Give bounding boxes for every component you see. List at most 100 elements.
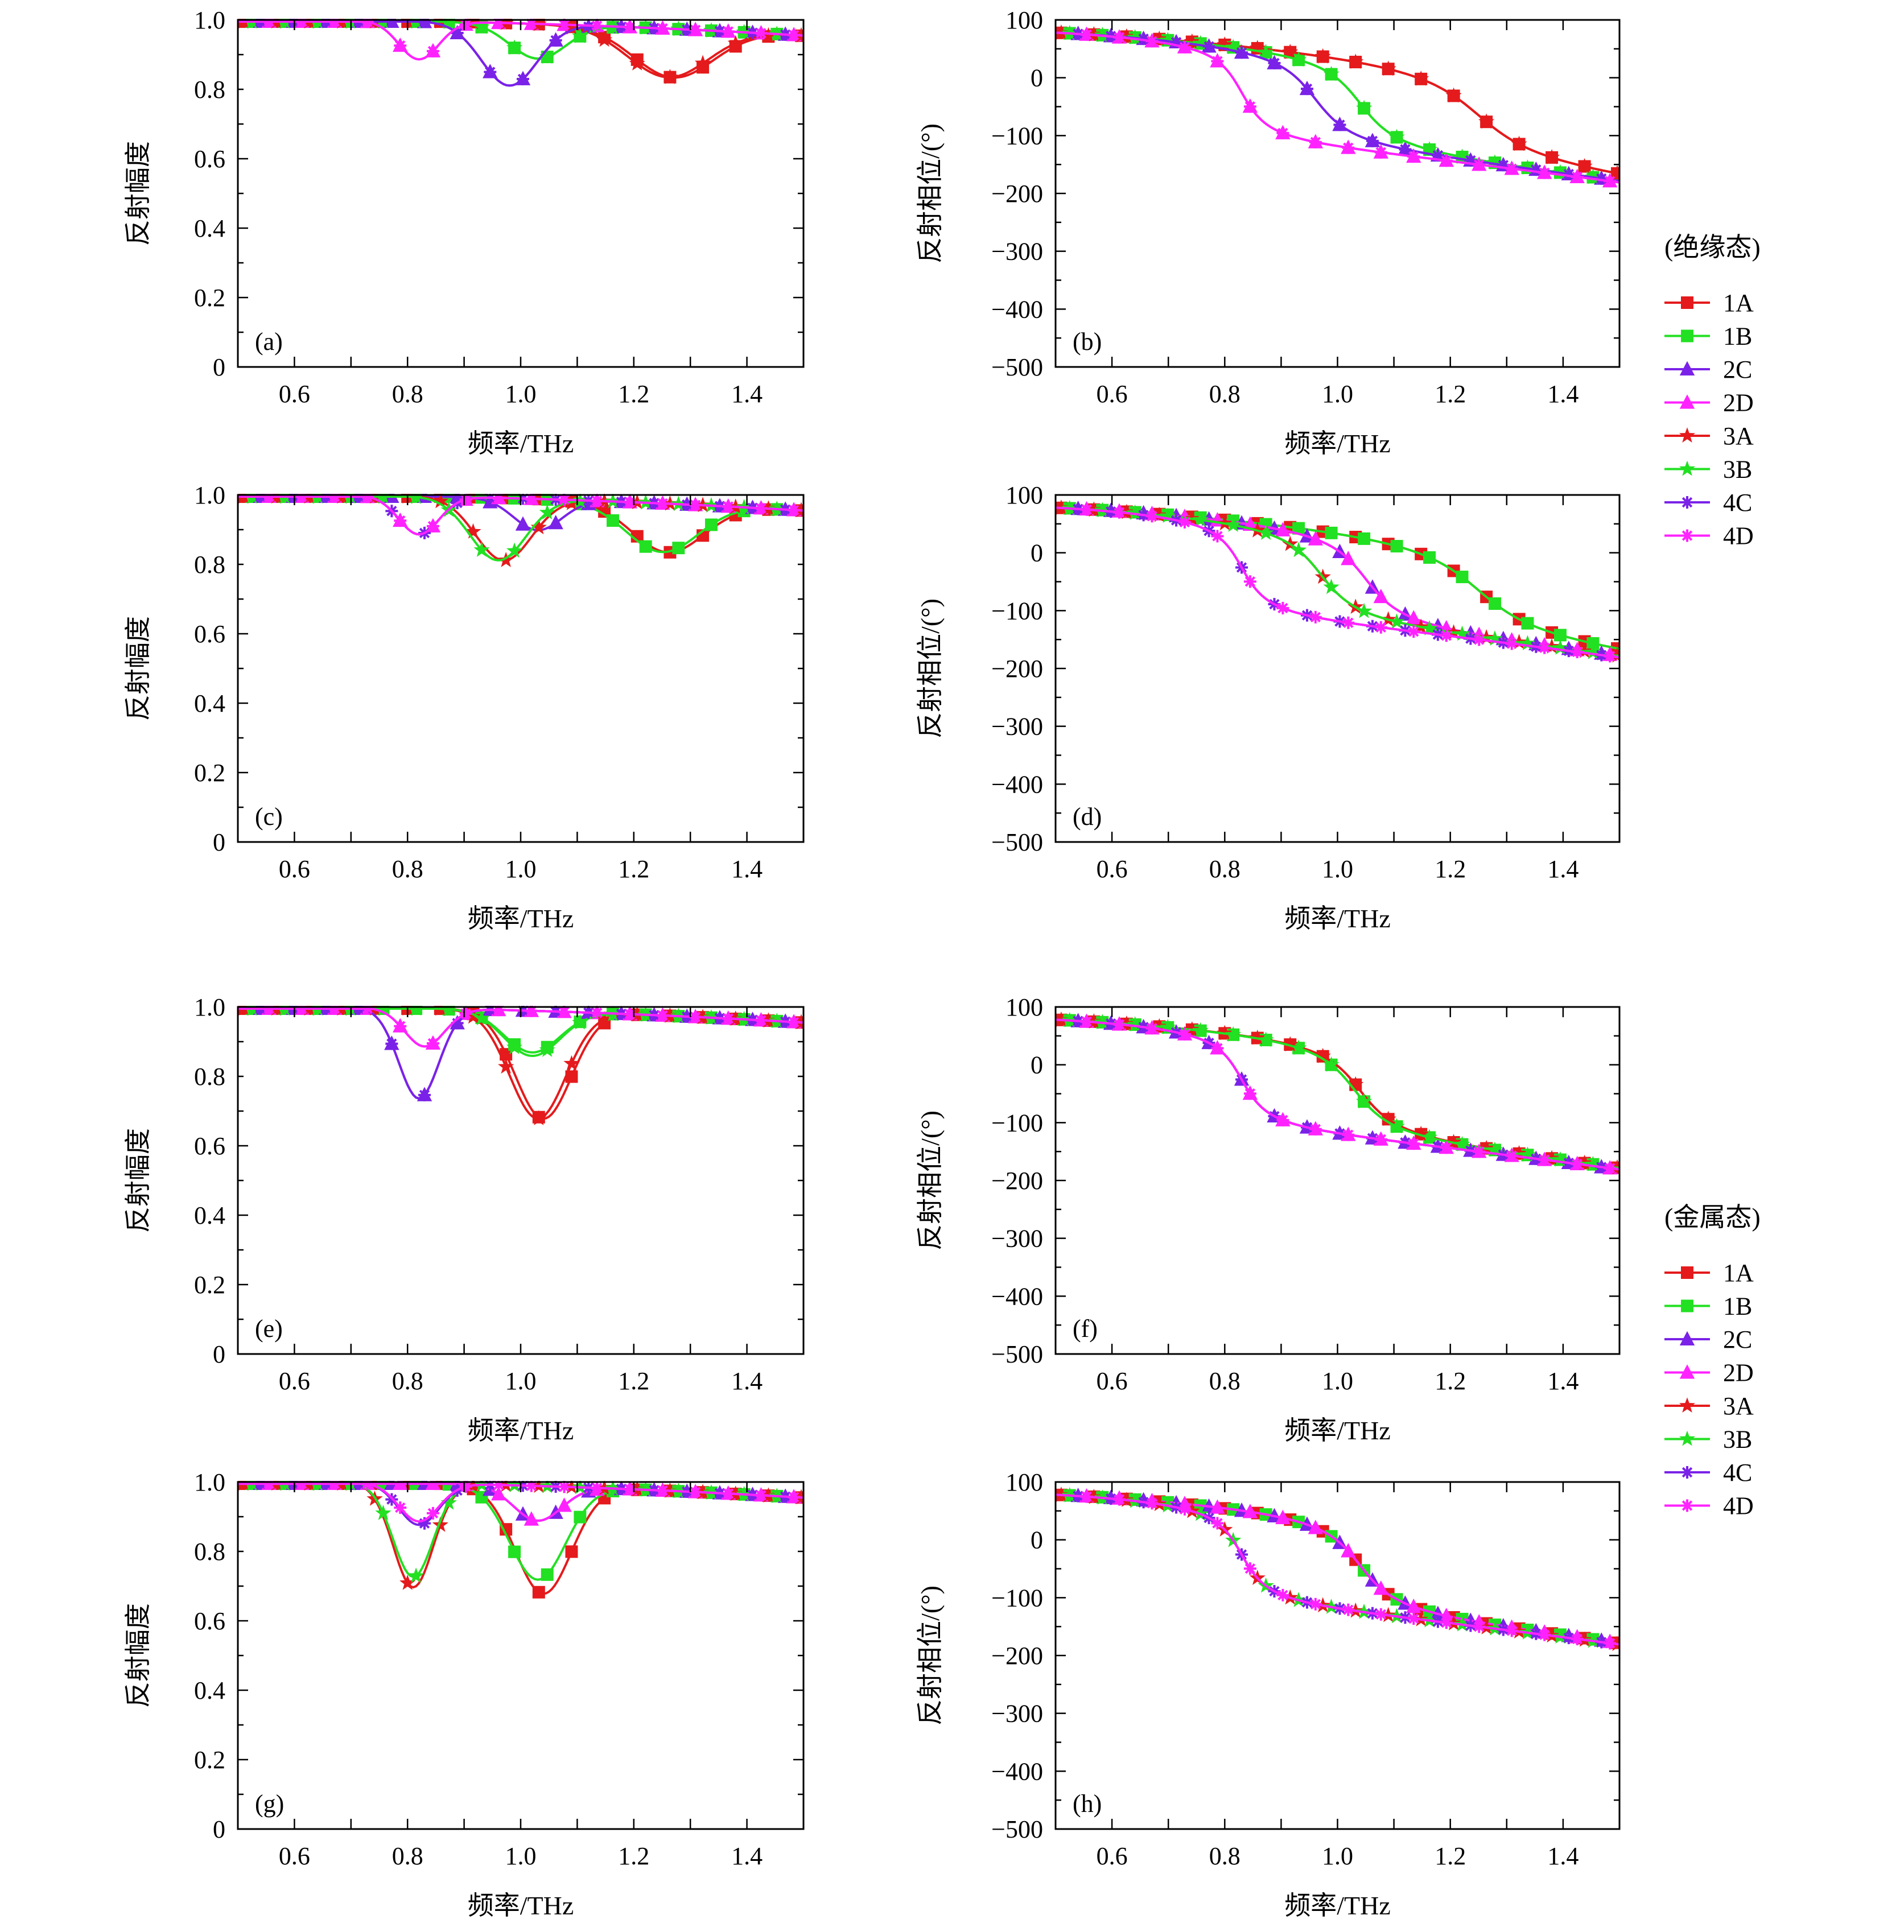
data-point-3B (1454, 148, 1470, 164)
data-point-4D (1374, 621, 1387, 634)
legend-title: (金属态) (1664, 1203, 1761, 1232)
data-point-4D (1571, 1632, 1584, 1645)
legend-label: 4D (1723, 522, 1754, 550)
series-line-2C (1056, 1018, 1619, 1171)
data-point-3A (1511, 135, 1527, 151)
data-point-4D (394, 39, 407, 52)
y-tick-label: 0.2 (194, 284, 225, 312)
x-tick-label: 1.2 (618, 855, 649, 883)
data-point-4D (1112, 1493, 1126, 1506)
data-point-4D (1178, 40, 1191, 53)
legend-marker (1679, 427, 1696, 443)
data-point-3A (498, 1058, 514, 1074)
data-point-1B (541, 1568, 554, 1581)
data-point-2D (1308, 531, 1324, 546)
legend-marker (1681, 329, 1693, 342)
chart-panel-d: 0.6 0.8 1.0 1.2 1.4 −500 −400 −300 −200 −100 0 100 频… (916, 481, 1621, 933)
data-point-4D (1473, 1145, 1486, 1158)
series-line-3A (1056, 1493, 1619, 1646)
data-point-4D (1276, 601, 1289, 614)
plot-frame (237, 494, 805, 843)
y-tick-label: −500 (991, 353, 1043, 381)
series-line-1A (1056, 31, 1619, 175)
data-point-3B (1388, 1118, 1405, 1134)
data-point-1B (1292, 522, 1305, 535)
x-tick-label: 1.2 (1435, 380, 1466, 408)
series-group (1056, 1011, 1619, 1175)
series-line-2D (1056, 1018, 1619, 1171)
data-point-4D (1080, 1015, 1093, 1028)
data-point-3A (596, 1011, 613, 1026)
series-line-1B (1056, 1018, 1619, 1170)
y-tick-label: 1.0 (194, 481, 225, 509)
data-point-4D (295, 494, 308, 503)
y-axis-label: 反射幅度 (123, 141, 153, 246)
data-point-3B (473, 542, 490, 557)
data-point-3B (440, 1006, 457, 1017)
legend-entry-4D: 4D (1664, 522, 1754, 550)
data-point-3A (563, 19, 580, 35)
data-point-3B (506, 1039, 523, 1055)
y-axis-label: 反射幅度 (123, 616, 153, 721)
series-line-4D (1056, 1018, 1619, 1171)
y-axis-label: 反射相位/(°) (916, 123, 945, 263)
y-tick-label: 0.8 (194, 1538, 225, 1566)
data-point-1B (639, 540, 652, 553)
data-point-4D (656, 1009, 669, 1022)
legend-entry-3A: 3A (1664, 422, 1754, 450)
series-line-1A (1056, 1493, 1619, 1645)
y-tick-label: −500 (991, 1340, 1043, 1368)
data-point-3B (1519, 159, 1536, 175)
legend-entry-1B: 1B (1664, 1293, 1752, 1320)
y-axis-label: 反射相位/(°) (916, 1111, 945, 1250)
x-tick-label: 1.4 (731, 1842, 763, 1870)
x-axis-label: 频率/THz (1284, 1891, 1391, 1920)
data-point-3A (1314, 48, 1331, 64)
data-point-3A (629, 55, 645, 71)
data-point-4D (1080, 503, 1093, 516)
data-point-4D (755, 1014, 768, 1027)
x-tick-label: 1.4 (1547, 1842, 1579, 1870)
y-tick-label: −300 (991, 713, 1043, 741)
data-point-3A (1347, 1076, 1364, 1092)
data-point-4D (394, 514, 407, 527)
data-point-4D (262, 19, 275, 28)
x-tick-label: 0.8 (1209, 380, 1241, 408)
data-point-3B (1486, 1141, 1503, 1157)
x-axis-label: 频率/THz (468, 1416, 574, 1445)
data-point-4D (1276, 1113, 1289, 1126)
x-tick-label: 1.2 (618, 1367, 649, 1395)
data-point-4D (295, 1481, 308, 1491)
data-point-4D (328, 19, 341, 28)
data-point-1A (532, 1586, 545, 1599)
data-point-4D (492, 1006, 505, 1017)
legend-marker (1681, 1299, 1693, 1312)
data-point-3B (1421, 620, 1438, 635)
data-point-3B (1160, 507, 1176, 523)
x-tick-label: 0.6 (279, 855, 310, 883)
data-point-3A (662, 69, 678, 84)
data-point-2D (1341, 1543, 1356, 1558)
data-point-4D (426, 44, 439, 57)
x-tick-label: 0.6 (279, 1367, 310, 1395)
data-point-3A (1413, 71, 1429, 86)
legend-label: 3A (1723, 1392, 1754, 1420)
legend-label: 1A (1723, 289, 1754, 317)
data-point-3B (473, 1010, 490, 1026)
y-tick-label: 0.2 (194, 1746, 225, 1774)
series-group (238, 1006, 803, 1125)
y-tick-label: 0.8 (194, 76, 225, 104)
data-point-4D (1505, 1624, 1518, 1637)
y-tick-label: 0.8 (194, 551, 225, 579)
data-point-4D (1309, 1597, 1322, 1611)
data-point-4D (328, 1006, 341, 1015)
data-point-4D (426, 1506, 439, 1520)
y-tick-label: 0.6 (194, 1132, 225, 1160)
data-point-3A (432, 1516, 448, 1532)
y-tick-label: −200 (991, 1167, 1043, 1195)
y-tick-label: 0.6 (194, 620, 225, 648)
data-point-4D (788, 1015, 801, 1029)
data-point-1B (508, 1545, 521, 1558)
x-tick-label: 0.8 (1209, 1842, 1241, 1870)
data-point-2D (1242, 1504, 1258, 1518)
